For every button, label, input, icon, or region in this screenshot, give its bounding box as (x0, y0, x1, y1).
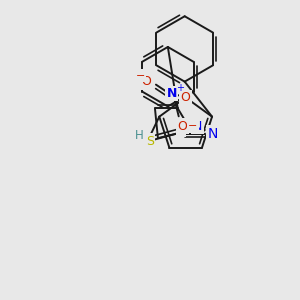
Text: +: + (176, 82, 184, 93)
Text: N: N (193, 120, 202, 133)
Text: H: H (135, 129, 144, 142)
Text: O: O (181, 91, 190, 104)
Text: −: − (188, 121, 197, 131)
Text: O: O (141, 75, 151, 88)
Text: S: S (146, 135, 154, 148)
Text: N: N (167, 87, 177, 100)
Text: C: C (177, 125, 185, 136)
Text: N: N (208, 127, 218, 140)
Text: −: − (135, 71, 145, 81)
Text: O: O (178, 120, 188, 133)
